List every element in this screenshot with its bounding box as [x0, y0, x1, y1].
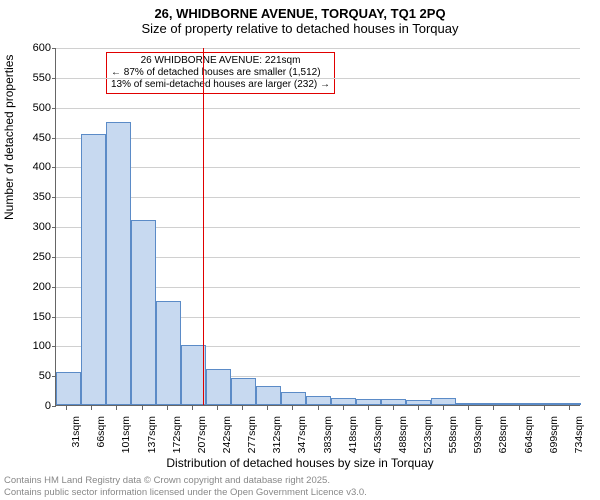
marker-line [203, 48, 204, 405]
x-tick-mark [242, 406, 243, 410]
y-tick-label: 250 [26, 251, 56, 263]
histogram-bar [506, 403, 531, 405]
x-tick-mark [418, 406, 419, 410]
x-tick-mark [142, 406, 143, 410]
y-axis-label: Number of detached properties [2, 55, 16, 220]
x-tick-mark [343, 406, 344, 410]
x-tick-label: 137sqm [146, 412, 158, 453]
x-tick-label: 242sqm [221, 412, 233, 453]
y-tick-label: 450 [26, 132, 56, 144]
gridline [56, 138, 580, 139]
x-tick-label: 593sqm [472, 412, 484, 453]
histogram-bar [131, 220, 156, 405]
y-tick-label: 300 [26, 221, 56, 233]
histogram-bar [256, 386, 281, 405]
histogram-bar [231, 378, 256, 405]
gridline [56, 48, 580, 49]
histogram-bar [481, 403, 506, 405]
x-tick-label: 628sqm [497, 412, 509, 453]
x-tick-mark [66, 406, 67, 410]
annotation-line3: 13% of semi-detached houses are larger (… [111, 79, 330, 91]
histogram-bar [156, 301, 181, 405]
y-tick-label: 150 [26, 311, 56, 323]
chart-title-main: 26, WHIDBORNE AVENUE, TORQUAY, TQ1 2PQ [0, 0, 600, 21]
x-tick-label: 31sqm [70, 412, 82, 448]
footer-line1: Contains HM Land Registry data © Crown c… [4, 475, 367, 486]
histogram-bar [406, 400, 431, 405]
histogram-bar [306, 396, 331, 405]
chart-title-sub: Size of property relative to detached ho… [0, 21, 600, 40]
x-tick-mark [368, 406, 369, 410]
x-tick-label: 347sqm [296, 412, 308, 453]
x-tick-mark [468, 406, 469, 410]
histogram-bar [456, 403, 481, 405]
annotation-box: 26 WHIDBORNE AVENUE: 221sqm ← 87% of det… [106, 52, 335, 94]
y-tick-label: 50 [26, 370, 56, 382]
histogram-bar [556, 403, 581, 405]
gridline [56, 78, 580, 79]
x-tick-label: 101sqm [120, 412, 132, 453]
x-tick-label: 383sqm [322, 412, 334, 453]
x-tick-mark [167, 406, 168, 410]
x-tick-mark [116, 406, 117, 410]
histogram-bar [431, 398, 456, 405]
x-tick-label: 558sqm [447, 412, 459, 453]
y-tick-label: 500 [26, 102, 56, 114]
x-tick-mark [292, 406, 293, 410]
y-tick-label: 100 [26, 340, 56, 352]
footer-line2: Contains public sector information licen… [4, 487, 367, 498]
x-tick-mark [493, 406, 494, 410]
x-tick-mark [519, 406, 520, 410]
x-tick-label: 418sqm [347, 412, 359, 453]
footer-attribution: Contains HM Land Registry data © Crown c… [4, 475, 367, 498]
histogram-bar [81, 134, 106, 405]
x-tick-mark [393, 406, 394, 410]
histogram-bar [331, 398, 356, 405]
annotation-line1: 26 WHIDBORNE AVENUE: 221sqm [111, 55, 330, 67]
x-tick-mark [267, 406, 268, 410]
x-tick-mark [544, 406, 545, 410]
y-tick-label: 0 [26, 400, 56, 412]
x-tick-mark [318, 406, 319, 410]
x-tick-label: 172sqm [171, 412, 183, 453]
x-tick-mark [569, 406, 570, 410]
gridline [56, 167, 580, 168]
histogram-bar [381, 399, 406, 405]
x-tick-label: 453sqm [372, 412, 384, 453]
x-tick-label: 523sqm [422, 412, 434, 453]
x-tick-mark [217, 406, 218, 410]
x-tick-label: 277sqm [246, 412, 258, 453]
x-tick-label: 664sqm [523, 412, 535, 453]
y-tick-label: 400 [26, 161, 56, 173]
chart-area: 26 WHIDBORNE AVENUE: 221sqm ← 87% of det… [55, 48, 580, 406]
histogram-bar [106, 122, 131, 405]
gridline [56, 108, 580, 109]
y-tick-label: 200 [26, 281, 56, 293]
x-tick-label: 66sqm [95, 412, 107, 448]
x-axis-label: Distribution of detached houses by size … [0, 456, 600, 470]
x-tick-label: 734sqm [573, 412, 585, 453]
x-tick-mark [192, 406, 193, 410]
histogram-bar [281, 392, 306, 405]
y-tick-label: 600 [26, 42, 56, 54]
gridline [56, 197, 580, 198]
x-tick-label: 699sqm [548, 412, 560, 453]
histogram-bar [206, 369, 231, 405]
histogram-bar [531, 403, 556, 405]
histogram-bar [356, 399, 381, 405]
x-tick-label: 312sqm [271, 412, 283, 453]
plot-region: 26 WHIDBORNE AVENUE: 221sqm ← 87% of det… [55, 48, 580, 406]
x-tick-mark [91, 406, 92, 410]
y-tick-label: 350 [26, 191, 56, 203]
y-tick-label: 550 [26, 72, 56, 84]
x-tick-label: 207sqm [196, 412, 208, 453]
x-tick-mark [443, 406, 444, 410]
x-tick-label: 488sqm [397, 412, 409, 453]
histogram-bar [56, 372, 81, 405]
